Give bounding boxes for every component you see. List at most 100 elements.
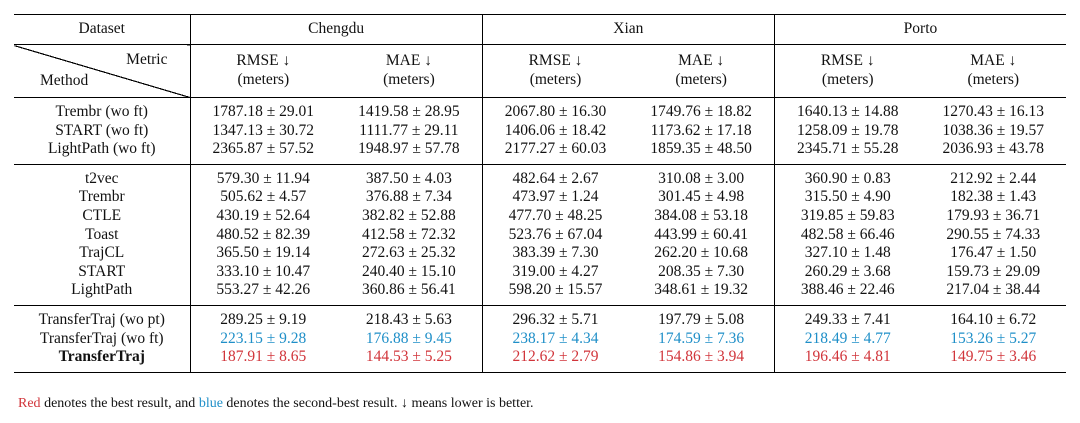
value-cell: 1258.09 ± 19.78 (796, 121, 899, 139)
table-row: t2vec 579.30 ± 11.94 387.50 ± 4.03 482.64 ±… (14, 164, 1066, 189)
value-cell: 1347.13 ± 30.72 (212, 121, 315, 139)
value-cell: 333.10 ± 10.47 (216, 262, 311, 280)
value-cell: 482.64 ± 2.67 (512, 169, 599, 187)
value-cell: 1270.43 ± 16.13 (942, 103, 1045, 120)
value-cell: 1948.97 ± 57.78 (336, 140, 483, 165)
value-cell: 1111.77 ± 29.11 (336, 121, 483, 141)
dataset-header: Dataset (14, 14, 191, 45)
value-cell: 315.50 ± 4.90 (804, 188, 891, 206)
value-cell: 443.99 ± 60.41 (628, 225, 775, 245)
footnote: Red denotes the best result, and blue de… (18, 396, 534, 412)
table-row: START (wo ft) 1347.13 ± 30.72 1111.77 ± 29… (14, 121, 1066, 141)
value-cell: 387.50 ± 4.03 (336, 164, 483, 189)
metric-header: MAE ↓ (meters) (967, 52, 1020, 88)
value-cell: 2345.71 ± 55.28 (796, 140, 899, 158)
table-row: TrajCL 365.50 ± 19.14 272.63 ± 25.32 383.39… (14, 244, 1066, 263)
value-cell: 473.97 ± 1.24 (512, 188, 599, 206)
method-cell: t2vec (14, 164, 191, 189)
value-cell: 182.38 ± 1.43 (950, 188, 1037, 206)
method-cell: LightPath (wo ft) (14, 140, 191, 165)
value-cell: 144.53 ± 5.25 (336, 348, 483, 373)
method-cell: TransferTraj (14, 348, 191, 373)
value-cell: 523.76 ± 67.04 (508, 225, 603, 243)
value-cell: 159.73 ± 29.09 (946, 262, 1041, 280)
value-cell: 208.35 ± 7.30 (628, 262, 775, 282)
value-cell: 1640.13 ± 14.88 (796, 103, 899, 120)
value-cell: 553.27 ± 42.26 (216, 281, 311, 299)
value-cell: 310.08 ± 3.00 (628, 164, 775, 189)
method-cell: LightPath (14, 281, 191, 306)
value-cell: 319.85 ± 59.83 (800, 206, 895, 224)
table-row: Toast 480.52 ± 82.39 412.58 ± 72.32 523.76 … (14, 225, 1066, 245)
table-row: TransferTraj 187.91 ± 8.65 144.53 ± 5.25 21… (14, 348, 1066, 373)
value-cell: 174.59 ± 7.36 (628, 329, 775, 349)
value-cell: 319.00 ± 4.27 (512, 262, 599, 280)
value-cell: 2067.80 ± 16.30 (504, 103, 607, 120)
value-cell: 218.49 ± 4.77 (804, 329, 891, 347)
value-cell: 212.62 ± 2.79 (512, 348, 599, 366)
value-cell: 217.04 ± 38.44 (946, 281, 1041, 299)
table-row: CTLE 430.19 ± 52.64 382.82 ± 52.88 477.70 ±… (14, 206, 1066, 226)
value-cell: 197.79 ± 5.08 (628, 305, 775, 330)
value-cell: 482.58 ± 66.46 (800, 225, 895, 243)
value-cell: 153.26 ± 5.27 (950, 329, 1037, 347)
value-cell: 176.88 ± 9.45 (336, 329, 483, 349)
table-row: LightPath 553.27 ± 42.26 360.86 ± 56.41 598… (14, 281, 1066, 306)
method-cell: START (14, 262, 191, 282)
value-cell: 296.32 ± 5.71 (512, 310, 599, 328)
value-cell: 212.92 ± 2.44 (950, 169, 1037, 187)
city-header-chengdu: Chengdu (190, 14, 483, 45)
method-cell: Trembr (14, 188, 191, 207)
value-cell: 272.63 ± 25.32 (336, 244, 483, 263)
value-cell: 301.45 ± 4.98 (628, 188, 775, 207)
method-cell: Trembr (wo ft) (14, 97, 191, 122)
table-row: START 333.10 ± 10.47 240.40 ± 15.10 319.00 … (14, 262, 1066, 282)
value-cell: 348.61 ± 19.32 (628, 281, 775, 306)
value-cell: 477.70 ± 48.25 (508, 206, 603, 224)
value-cell: 480.52 ± 82.39 (216, 225, 311, 243)
method-cell: TransferTraj (wo pt) (14, 305, 191, 330)
value-cell: 1419.58 ± 28.95 (336, 97, 483, 122)
value-cell: 365.50 ± 19.14 (216, 244, 311, 262)
value-cell: 412.58 ± 72.32 (336, 225, 483, 245)
metric-header: RMSE ↓ (meters) (528, 52, 583, 88)
table-body: Trembr (wo ft) 1787.18 ± 29.01 1419.58 ± 2… (14, 97, 1066, 373)
value-cell: 2177.27 ± 60.03 (504, 140, 607, 158)
method-cell: START (wo ft) (14, 121, 191, 141)
results-table: Dataset Chengdu Xian Porto Metric Method… (14, 14, 1066, 373)
footnote-red-word: Red (18, 396, 41, 411)
table-row: TransferTraj (wo ft) 223.15 ± 9.28 176.88 … (14, 329, 1066, 349)
value-cell: 327.10 ± 1.48 (804, 244, 891, 262)
value-cell: 187.91 ± 8.65 (220, 348, 307, 366)
metric-label: Metric (126, 51, 168, 68)
value-cell: 179.93 ± 36.71 (946, 206, 1041, 224)
city-header-porto: Porto (903, 20, 938, 38)
value-cell: 382.82 ± 52.88 (336, 206, 483, 226)
value-cell: 383.39 ± 7.30 (512, 244, 599, 262)
value-cell: 384.08 ± 53.18 (628, 206, 775, 226)
value-cell: 218.43 ± 5.63 (336, 305, 483, 330)
footnote-text-2: denotes the second-best result. ↓ means … (222, 396, 534, 411)
table-row: TransferTraj (wo pt) 289.25 ± 9.19 218.43 … (14, 305, 1066, 330)
method-cell: CTLE (14, 206, 191, 226)
value-cell: 238.17 ± 4.34 (512, 329, 599, 347)
value-cell: 249.33 ± 7.41 (804, 310, 891, 328)
table-row: LightPath (wo ft) 2365.87 ± 57.52 1948.97 … (14, 140, 1066, 165)
value-cell: 430.19 ± 52.64 (216, 206, 311, 224)
value-cell: 164.10 ± 6.72 (950, 310, 1037, 328)
value-cell: 289.25 ± 9.19 (220, 310, 307, 328)
metric-header: RMSE ↓ (meters) (236, 52, 291, 88)
metric-header: MAE ↓ (meters) (336, 44, 483, 98)
value-cell: 1749.76 ± 18.82 (628, 97, 775, 122)
method-cell: Toast (14, 225, 191, 245)
value-cell: 290.55 ± 74.33 (946, 225, 1041, 243)
value-cell: 1859.35 ± 48.50 (628, 140, 775, 165)
header-row-datasets: Dataset Chengdu Xian Porto (14, 14, 1066, 45)
value-cell: 505.62 ± 4.57 (220, 188, 307, 206)
table-row: Trembr 505.62 ± 4.57 376.88 ± 7.34 473.97 ±… (14, 188, 1066, 207)
footnote-blue-word: blue (198, 396, 223, 411)
value-cell: 240.40 ± 15.10 (336, 262, 483, 282)
value-cell: 262.20 ± 10.68 (628, 244, 775, 263)
metric-header: RMSE ↓ (meters) (820, 52, 875, 88)
